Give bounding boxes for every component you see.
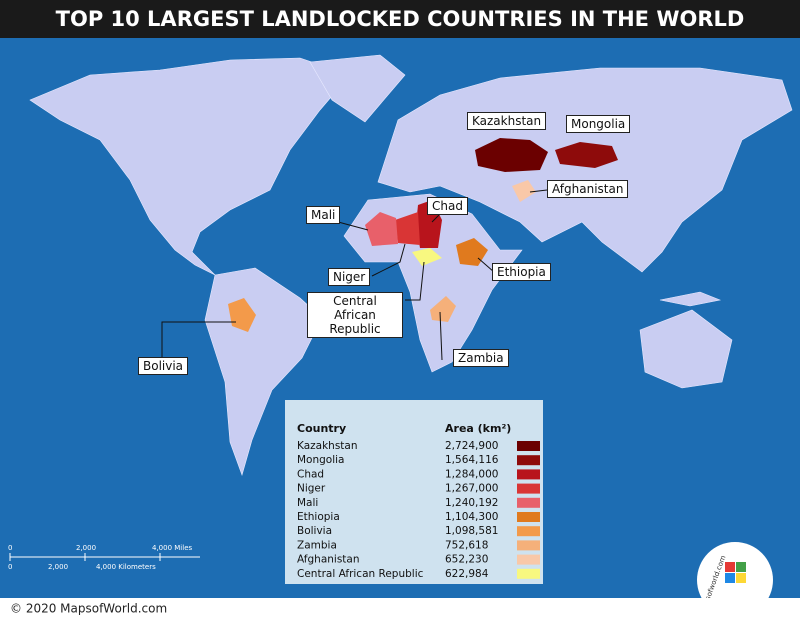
map-label: Central African Republic (307, 292, 403, 338)
legend-swatch (517, 483, 540, 494)
legend-country: Mongolia (297, 454, 345, 466)
bolivia-area (228, 298, 256, 332)
logo-square (725, 562, 735, 572)
legend-country: Bolivia (297, 525, 332, 537)
legend-swatch (517, 526, 540, 537)
legend-area: 1,267,000 (445, 483, 498, 495)
map-label: Chad (427, 197, 468, 215)
title: TOP 10 LARGEST LANDLOCKED COUNTRIES IN T… (56, 7, 745, 31)
leader-line (405, 261, 425, 301)
logo-square (736, 573, 746, 583)
leader-line (161, 321, 236, 358)
legend-country: Central African Republic (297, 568, 424, 580)
legend-area: 1,098,581 (445, 525, 498, 537)
mali-area (365, 212, 398, 246)
legend-area: 1,240,192 (445, 497, 498, 509)
map-label: Ethiopia (492, 263, 551, 281)
scale-label: 0 (8, 563, 12, 571)
leader-line (529, 189, 548, 193)
highlights (228, 138, 618, 332)
legend-country: Ethiopia (297, 511, 340, 523)
kazakhstan-area (475, 138, 548, 172)
scale-label: 2,000 (48, 563, 68, 571)
legend-country: Zambia (297, 539, 337, 551)
map-label: Niger (328, 268, 371, 286)
footer-bar (0, 598, 800, 620)
legend-area: 622,984 (445, 568, 489, 580)
legend-header: Area (km²) (445, 422, 511, 435)
greenland (309, 54, 406, 123)
legend-swatch (517, 554, 540, 565)
legend-country: Kazakhstan (297, 440, 358, 452)
map-label: Kazakhstan (467, 112, 547, 130)
legend-area: 2,724,900 (445, 440, 498, 452)
legend-area: 1,284,000 (445, 468, 498, 480)
legend-header: Country (297, 422, 346, 435)
ethiopia-area (456, 238, 488, 266)
legend-box (285, 400, 543, 584)
australia (639, 309, 733, 389)
legend-country: Chad (297, 468, 324, 480)
legend-swatch (517, 540, 540, 551)
scale-label: 4,000 Kilometers (96, 563, 156, 571)
indonesia (659, 291, 722, 307)
legend-area: 752,618 (445, 539, 488, 551)
legend-area: 1,564,116 (445, 454, 499, 466)
car-area (412, 248, 442, 266)
legend-swatch (517, 497, 540, 508)
legend-swatch (517, 469, 540, 480)
legend-swatch (517, 568, 540, 579)
afghanistan-area (512, 180, 536, 202)
title-bar (0, 0, 800, 38)
legend-area: 652,230 (445, 554, 488, 566)
legend-swatch (517, 512, 540, 522)
zambia-area (430, 296, 456, 322)
legend: Country Area (km²) Kazakhstan 2,724,900 Mong… (297, 422, 540, 580)
leader-line (431, 213, 441, 223)
mongolia-area (555, 142, 618, 168)
legend-country: Afghanistan (297, 554, 360, 566)
legend-swatch (517, 455, 540, 466)
map-label: Afghanistan (547, 180, 629, 198)
niger-area (395, 212, 420, 245)
leader-line (371, 243, 406, 277)
map-label: Mongolia (566, 115, 631, 133)
scale-bar (9, 553, 200, 561)
legend-swatch (517, 441, 540, 451)
map-label: Bolivia (138, 357, 189, 375)
map-label: Zambia (453, 349, 509, 367)
map-label: Mali (306, 206, 341, 224)
scale-label: 2,000 (76, 544, 96, 552)
legend-area: 1,104,300 (445, 511, 498, 523)
legend-country: Niger (297, 483, 326, 495)
logo-square (725, 573, 735, 583)
leader-line (477, 257, 495, 273)
north-america (29, 57, 351, 276)
scale-labels: 0 2,000 4,000 Miles 0 2,000 4,000 Kilome… (8, 544, 193, 571)
footer: © 2020 MapsofWorld.com (10, 602, 167, 616)
legend-country: Mali (297, 497, 318, 509)
scale-label: 0 (8, 544, 12, 552)
scale-label: 4,000 Miles (152, 544, 193, 552)
leader-line (439, 311, 443, 361)
logo-square (736, 562, 746, 572)
